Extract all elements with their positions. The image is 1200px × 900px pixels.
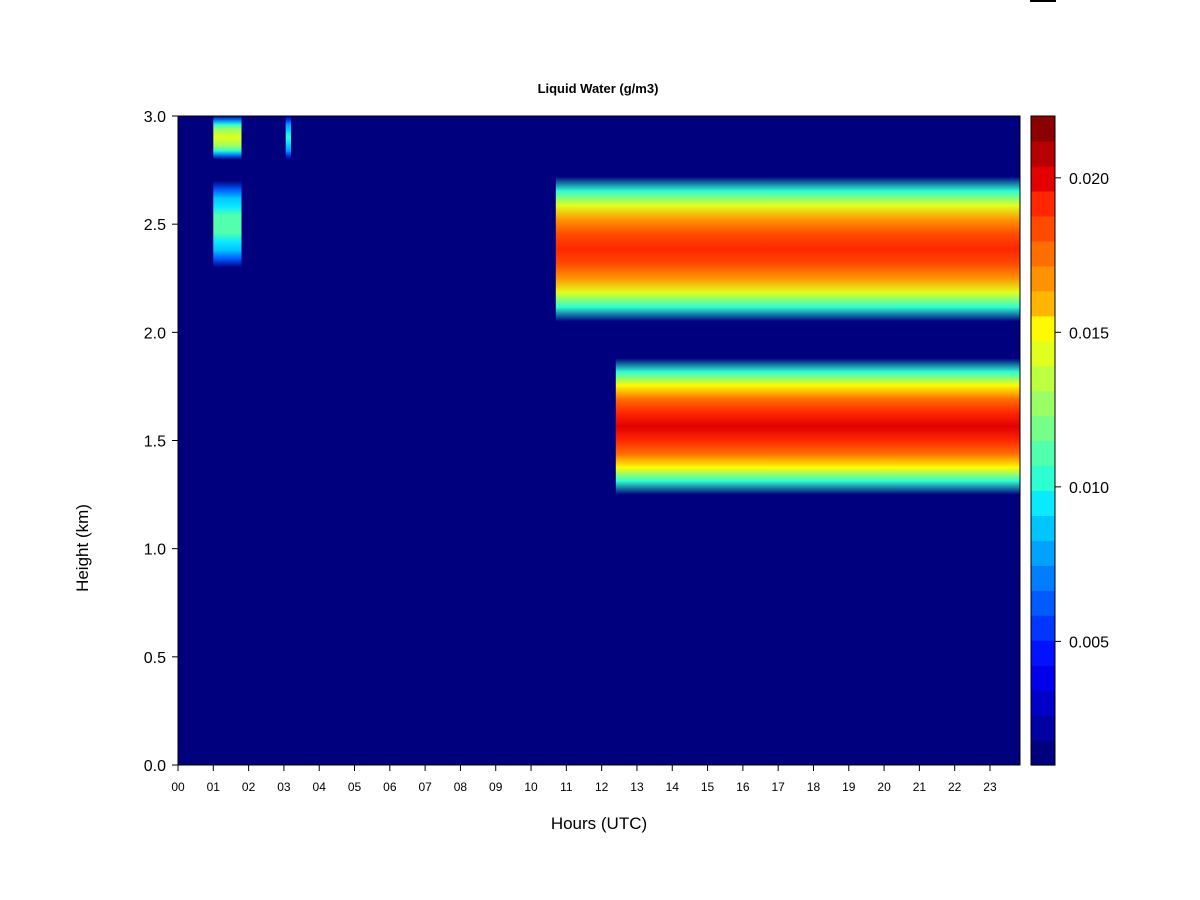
y-tick-label: 2.5 [144, 217, 166, 234]
y-tick-label: 0.0 [144, 758, 166, 775]
x-axis: 00 01 02 03 04 05 06 07 08 09 10 11 12 13 14 15 16 17 18 19… [171, 765, 997, 794]
colorbar-bin [1031, 515, 1055, 541]
colorbar-bin [1031, 565, 1055, 591]
x-tick-label: 18 [807, 780, 821, 794]
colorbar-bin [1031, 190, 1055, 217]
y-tick-label: 2.0 [144, 325, 166, 342]
colorbar-bin [1031, 116, 1055, 142]
colorbar-bin [1031, 265, 1055, 292]
colorbar-bin [1031, 240, 1055, 267]
x-tick-label: 23 [983, 780, 997, 794]
colorbar-bin [1031, 540, 1055, 566]
chart-title: Liquid Water (g/m3) [538, 81, 659, 96]
colorbar-bin [1031, 615, 1055, 641]
x-tick-label: 01 [207, 780, 221, 794]
y-tick-label: 3.0 [144, 109, 166, 126]
y-tick-label: 1.5 [144, 434, 166, 451]
colorbar-tick-label: 0.020 [1069, 171, 1109, 188]
cloud-band [615, 358, 1020, 495]
colorbar-tick-label: 0.010 [1069, 480, 1109, 497]
colorbar-bin [1031, 665, 1055, 691]
x-tick-label: 03 [277, 780, 291, 794]
cloud-layer [213, 116, 1020, 495]
x-tick-label: 22 [948, 780, 962, 794]
colorbar-bin [1031, 490, 1055, 516]
colorbar-bin [1031, 465, 1055, 492]
x-tick-label: 06 [383, 780, 397, 794]
x-tick-label: 17 [771, 780, 785, 794]
colorbar: 0.005 0.010 0.015 0.020 [1030, 115, 1109, 766]
x-tick-label: 11 [560, 780, 573, 794]
colorbar-bin [1031, 215, 1055, 242]
colorbar-bin [1031, 590, 1055, 616]
colorbar-bin [1031, 690, 1055, 716]
cloud-band [285, 116, 291, 160]
colorbar-bin [1031, 315, 1055, 342]
x-tick-label: 00 [171, 780, 185, 794]
x-tick-label: 21 [913, 780, 927, 794]
x-tick-label: 16 [736, 780, 750, 794]
x-tick-label: 07 [418, 780, 432, 794]
y-tick-label: 0.5 [144, 650, 166, 667]
colorbar-bin [1031, 340, 1055, 367]
colorbar-bin [1031, 165, 1055, 192]
colorbar-bin [1031, 440, 1055, 467]
x-tick-label: 02 [242, 780, 256, 794]
colorbar-tick-label: 0.015 [1069, 325, 1109, 342]
x-axis-label: Hours (UTC) [551, 814, 647, 833]
cloud-band [555, 176, 1020, 322]
colorbar-bin [1031, 290, 1055, 317]
colorbar-bin [1031, 140, 1055, 167]
corner-mark [1030, 0, 1056, 2]
colorbar-bin [1031, 365, 1055, 392]
x-tick-label: 14 [666, 780, 680, 794]
colorbar-frame [1030, 115, 1056, 766]
x-tick-label: 08 [454, 780, 468, 794]
x-tick-label: 13 [630, 780, 644, 794]
x-tick-label: 10 [524, 780, 538, 794]
x-tick-label: 09 [489, 780, 503, 794]
heatmap-plot-area [177, 115, 1021, 766]
y-axis-label: Height (km) [73, 504, 92, 592]
cloud-band [213, 180, 242, 268]
cloud-band [213, 116, 242, 160]
x-tick-label: 15 [701, 780, 715, 794]
x-tick-label: 20 [877, 780, 891, 794]
y-axis: 0.0 0.5 1.0 1.5 2.0 2.5 3.0 [144, 109, 178, 775]
colorbar-bin [1031, 415, 1055, 442]
x-tick-label: 19 [842, 780, 856, 794]
colorbar-bin [1031, 740, 1055, 766]
x-tick-label: 04 [313, 780, 327, 794]
y-tick-label: 1.0 [144, 542, 166, 559]
colorbar-bin [1031, 390, 1055, 417]
colorbar-bin [1031, 715, 1055, 741]
x-tick-label: 12 [595, 780, 609, 794]
colorbar-tick-label: 0.005 [1069, 634, 1109, 651]
x-tick-label: 05 [348, 780, 362, 794]
colorbar-bin [1031, 640, 1055, 666]
